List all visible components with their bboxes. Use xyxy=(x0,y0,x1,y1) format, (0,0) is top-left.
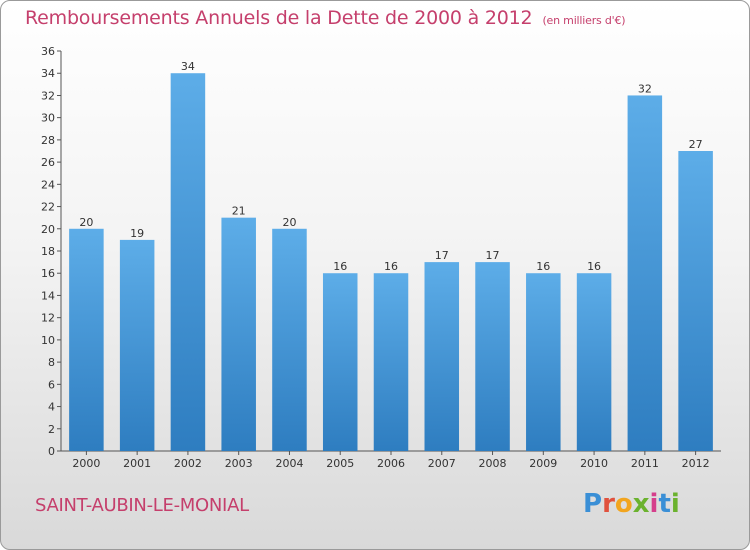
logo-letter: r xyxy=(602,489,615,519)
x-tick-label: 2011 xyxy=(631,457,659,470)
x-tick-label: 2001 xyxy=(123,457,151,470)
y-tick-label: 6 xyxy=(48,378,55,391)
y-tick-label: 8 xyxy=(48,356,55,369)
data-label: 16 xyxy=(333,260,347,273)
data-label: 16 xyxy=(536,260,550,273)
bar xyxy=(272,228,307,451)
bar xyxy=(526,273,561,451)
y-tick-label: 32 xyxy=(41,89,55,102)
data-label: 16 xyxy=(384,260,398,273)
logo-letter: i xyxy=(670,489,680,519)
x-tick-label: 2012 xyxy=(682,457,710,470)
logo-letter: t xyxy=(658,489,671,519)
x-tick-label: 2010 xyxy=(580,457,608,470)
y-tick-label: 18 xyxy=(41,245,55,258)
data-label: 17 xyxy=(486,249,500,262)
bar xyxy=(678,151,713,451)
data-label: 16 xyxy=(587,260,601,273)
x-tick-label: 2004 xyxy=(275,457,303,470)
data-label: 19 xyxy=(130,227,144,240)
y-tick-label: 34 xyxy=(41,67,55,80)
y-tick-label: 36 xyxy=(41,45,55,58)
bar xyxy=(576,273,612,451)
y-tick-label: 26 xyxy=(41,156,55,169)
bar xyxy=(373,273,409,451)
y-tick-label: 24 xyxy=(41,178,55,191)
bar xyxy=(322,273,358,451)
data-label: 21 xyxy=(232,205,246,218)
logo-letter: i xyxy=(649,489,659,519)
y-tick-label: 30 xyxy=(41,112,55,125)
x-tick-label: 2003 xyxy=(225,457,253,470)
bar xyxy=(424,262,460,451)
bar xyxy=(221,217,256,451)
y-tick-label: 28 xyxy=(41,134,55,147)
y-tick-label: 0 xyxy=(48,445,55,458)
data-label: 34 xyxy=(181,60,195,73)
x-tick-label: 2009 xyxy=(529,457,557,470)
unit-note: (en milliers d'€) xyxy=(542,14,626,27)
data-label: 20 xyxy=(282,216,296,229)
x-tick-label: 2008 xyxy=(479,457,507,470)
commune-name: SAINT-AUBIN-LE-MONIAL xyxy=(35,495,249,516)
bar xyxy=(475,262,510,451)
y-tick-label: 14 xyxy=(41,289,55,302)
chart-title-text: Remboursements Annuels de la Dette de 20… xyxy=(25,7,533,29)
data-label: 32 xyxy=(638,82,652,95)
x-tick-label: 2007 xyxy=(428,457,456,470)
logo-letter: P xyxy=(583,489,603,519)
y-tick-label: 10 xyxy=(41,334,55,347)
y-tick-label: 12 xyxy=(41,312,55,325)
bar xyxy=(119,239,155,451)
y-tick-label: 4 xyxy=(48,401,55,414)
data-label: 17 xyxy=(435,249,449,262)
x-tick-label: 2000 xyxy=(72,457,100,470)
y-tick-label: 16 xyxy=(41,267,55,280)
y-tick-label: 20 xyxy=(41,223,55,236)
bar xyxy=(69,228,104,451)
x-tick-label: 2002 xyxy=(174,457,202,470)
y-tick-label: 22 xyxy=(41,201,55,214)
x-tick-label: 2006 xyxy=(377,457,405,470)
bar xyxy=(170,73,206,451)
x-tick-label: 2005 xyxy=(326,457,354,470)
logo-letter: o xyxy=(614,489,633,519)
bar xyxy=(627,95,663,451)
logo-letter: x xyxy=(632,489,650,519)
data-label: 27 xyxy=(689,138,703,151)
y-tick-label: 2 xyxy=(48,423,55,436)
data-label: 20 xyxy=(79,216,93,229)
proxiti-logo: Proxiti xyxy=(583,489,680,519)
chart-title: Remboursements Annuels de la Dette de 20… xyxy=(25,7,626,29)
